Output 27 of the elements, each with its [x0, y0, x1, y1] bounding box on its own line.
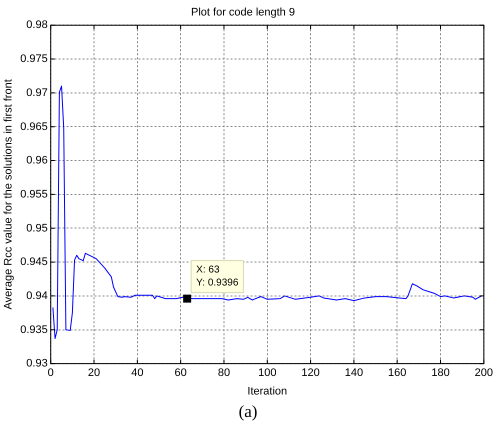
x-tick-label: 160 — [388, 367, 406, 380]
y-tick-label: 0.97 — [26, 86, 48, 99]
y-tick-label: 0.955 — [20, 188, 48, 200]
y-tick-label: 0.975 — [20, 53, 48, 66]
y-tick-label: 0.96 — [26, 154, 48, 167]
y-tick-label: 0.95 — [26, 222, 48, 234]
x-tick-label: 180 — [431, 367, 450, 380]
y-tick-label: 0.94 — [26, 290, 48, 302]
x-axis-title: Iteration — [247, 385, 288, 398]
chart-title: Plot for code length 9 — [191, 6, 295, 19]
y-axis-title: Average Rcc value for the solutions in first front — [2, 79, 15, 310]
x-tick-label: 100 — [258, 367, 276, 380]
x-tick-label: 20 — [88, 367, 100, 380]
y-tick-label: 0.935 — [20, 324, 48, 336]
y-tick-label: 0.945 — [20, 256, 48, 268]
annotation: X: 63 Y: 0.9396 — [196, 264, 239, 288]
x-tick-label: 140 — [344, 367, 364, 380]
x-tick-label: 0 — [48, 367, 54, 380]
x-tick-label: 60 — [174, 367, 187, 380]
x-tick-label: 120 — [301, 367, 320, 380]
y-tick-label: 0.98 — [26, 19, 48, 32]
text: (a) — [238, 402, 258, 422]
x-tick-label: 200 — [474, 367, 494, 380]
y-tick-label: 0.93 — [26, 358, 48, 370]
x-tick-label: 80 — [218, 367, 230, 380]
x-tick-label: 40 — [131, 367, 144, 380]
y-tick-label: 0.965 — [20, 120, 48, 133]
